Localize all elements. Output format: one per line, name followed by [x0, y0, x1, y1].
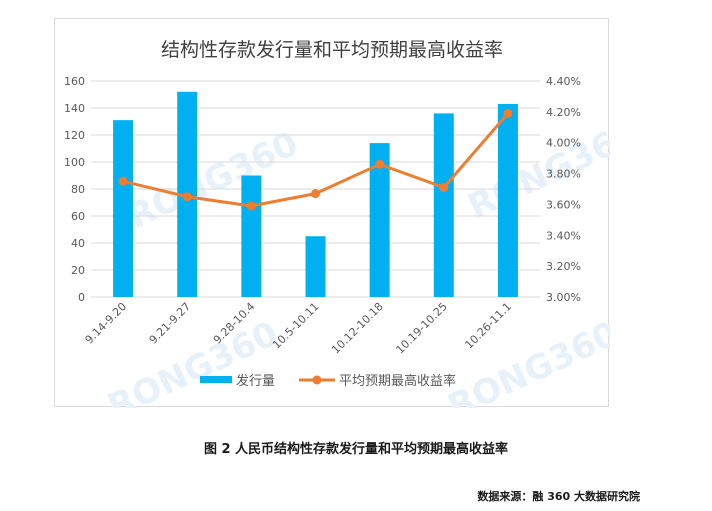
legend-label: 发行量 — [236, 373, 275, 389]
bar — [497, 103, 518, 297]
right-tick-label: 4.20% — [546, 106, 581, 119]
left-tick-label: 40 — [71, 237, 85, 250]
figure-caption: 图 2 人民币结构性存款发行量和平均预期最高收益率 — [203, 442, 509, 457]
line-point — [118, 176, 128, 186]
line-point — [311, 189, 320, 199]
left-tick-label: 100 — [64, 156, 85, 169]
x-tick-label: 10.12-10.18 — [329, 300, 386, 357]
chart-frame: RONG360 RONG360 RONG360 RONG360 结构性存款发行量和平均… — [54, 18, 610, 408]
left-tick-label: 80 — [71, 183, 85, 196]
left-tick-label: 160 — [64, 75, 85, 88]
right-tick-label: 3.40% — [546, 229, 581, 242]
x-tick-label: 10.5-10.11 — [270, 300, 322, 352]
x-tick-label: 9.21-9.27 — [147, 300, 194, 347]
right-axis-ticks: 3.00% 3.20% 3.40% 3.60% 3.80% 4.00% 4.20% 4.40% — [546, 75, 581, 304]
right-tick-label: 3.20% — [546, 260, 581, 273]
legend: 发行量 平均预期最高收益率 — [200, 373, 456, 389]
line-series — [118, 108, 513, 211]
left-tick-label: 20 — [71, 264, 85, 277]
combo-chart: RONG360 RONG360 RONG360 RONG360 结构性存款发行量和平均… — [64, 39, 610, 408]
left-tick-label: 60 — [71, 210, 85, 223]
x-tick-label: 10.19-10.25 — [393, 300, 450, 357]
left-axis-ticks: 0 20 40 60 80 100 120 140 160 — [64, 75, 85, 304]
right-tick-label: 4.40% — [546, 75, 581, 88]
watermark-text: RONG360 — [442, 314, 610, 408]
bar — [369, 143, 390, 297]
legend-swatch-bar — [200, 376, 232, 383]
line-point — [375, 159, 385, 169]
legend-swatch-marker — [312, 375, 322, 385]
chart-title: 结构性存款发行量和平均预期最高收益率 — [161, 39, 503, 61]
bar — [305, 236, 326, 297]
left-tick-label: 120 — [64, 129, 85, 142]
x-tick-label: 10.26-11.1 — [462, 300, 514, 352]
bar — [433, 113, 454, 298]
left-tick-label: 0 — [78, 291, 85, 304]
watermark-text: RONG360 — [122, 124, 304, 237]
x-tick-label: 9.14-9.20 — [83, 300, 130, 347]
right-tick-label: 3.60% — [546, 198, 581, 211]
data-source: 数据来源：融 360 大数据研究院 — [477, 490, 640, 503]
left-tick-label: 140 — [64, 102, 85, 115]
legend-label: 平均预期最高收益率 — [339, 373, 456, 389]
x-axis-ticks: 9.14-9.20 9.21-9.27 9.28-10.4 10.5-10.11 10.… — [83, 300, 515, 357]
watermark-text: RONG360 — [102, 314, 284, 408]
line-point — [503, 108, 513, 118]
line-point — [439, 182, 449, 192]
watermark-text: RONG360 — [462, 114, 610, 227]
line-point — [182, 192, 192, 202]
line-point — [246, 201, 256, 211]
right-tick-label: 3.00% — [546, 291, 581, 304]
bar — [113, 120, 134, 298]
bar — [241, 175, 262, 297]
right-tick-label: 3.80% — [546, 168, 581, 181]
right-tick-label: 4.00% — [546, 137, 581, 150]
